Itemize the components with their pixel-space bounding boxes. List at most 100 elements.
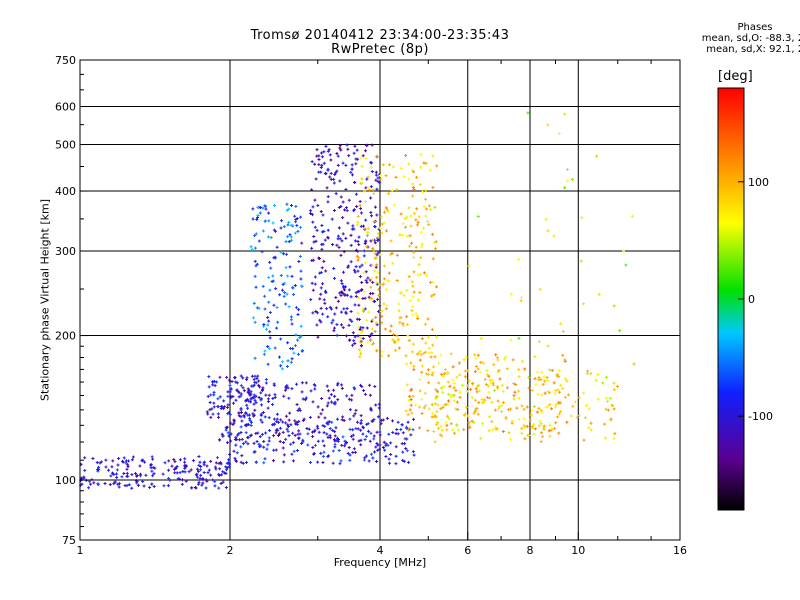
data-point	[613, 432, 617, 436]
data-point	[385, 416, 389, 420]
data-point	[239, 394, 243, 398]
data-point	[252, 301, 256, 305]
data-point	[213, 480, 217, 484]
data-point	[264, 205, 268, 209]
data-point	[548, 403, 552, 407]
data-point	[417, 263, 421, 267]
data-point	[440, 373, 444, 377]
data-point	[365, 233, 369, 237]
data-point	[554, 402, 558, 406]
data-point	[264, 381, 268, 385]
data-point	[466, 369, 470, 373]
data-point	[331, 243, 335, 247]
data-point	[406, 413, 410, 417]
data-point	[228, 383, 232, 387]
data-point	[388, 163, 392, 167]
data-point	[239, 374, 243, 378]
data-point	[536, 392, 540, 396]
data-point	[410, 313, 414, 317]
data-point	[554, 421, 558, 425]
data-point	[240, 437, 244, 441]
data-point	[397, 302, 401, 306]
data-point	[492, 363, 496, 367]
data-point	[252, 393, 256, 397]
data-point	[380, 314, 384, 318]
data-point	[387, 457, 391, 461]
data-point	[434, 240, 438, 244]
data-point	[284, 414, 288, 418]
data-point	[297, 419, 301, 423]
data-point	[608, 396, 612, 400]
data-point	[334, 192, 338, 196]
data-point	[345, 307, 349, 311]
data-point	[328, 427, 332, 431]
data-point	[409, 403, 413, 407]
data-point	[430, 328, 434, 332]
data-point	[351, 331, 355, 335]
data-point	[548, 423, 552, 427]
data-point	[570, 178, 574, 182]
data-point	[344, 334, 348, 338]
data-point	[353, 239, 357, 243]
data-point	[280, 367, 284, 371]
data-point	[326, 315, 330, 319]
data-point	[286, 386, 290, 390]
data-point	[542, 424, 546, 428]
data-point	[563, 358, 567, 362]
data-point	[440, 428, 444, 432]
data-point	[612, 436, 616, 440]
data-point	[245, 403, 249, 407]
data-point	[346, 147, 350, 151]
data-point	[376, 251, 380, 255]
data-point	[334, 306, 338, 310]
data-point	[83, 468, 87, 472]
data-point	[399, 212, 403, 216]
data-point	[441, 374, 445, 378]
data-point	[391, 431, 395, 435]
data-point	[320, 230, 324, 234]
data-point	[241, 376, 245, 380]
colorbar-unit: [deg]	[718, 69, 753, 84]
data-point	[127, 483, 131, 487]
data-point	[333, 445, 337, 449]
data-point	[408, 426, 412, 430]
data-point	[398, 290, 402, 294]
data-point	[364, 434, 368, 438]
data-point	[83, 456, 87, 460]
data-point	[556, 388, 560, 392]
y-tick-label: 200	[55, 330, 76, 343]
data-point	[387, 354, 391, 358]
data-point	[281, 430, 285, 434]
data-point	[252, 402, 256, 406]
data-point	[446, 380, 450, 384]
data-point	[289, 223, 293, 227]
data-point	[404, 354, 408, 358]
data-point	[218, 375, 222, 379]
data-point	[357, 318, 361, 322]
data-point	[327, 148, 331, 152]
data-point	[372, 417, 376, 421]
data-point	[416, 352, 420, 356]
data-point	[349, 233, 353, 237]
data-point	[263, 307, 267, 311]
data-point	[412, 270, 416, 274]
data-point	[348, 408, 352, 412]
data-point	[379, 422, 383, 426]
data-point	[308, 415, 312, 419]
data-point	[117, 485, 121, 489]
data-point	[477, 389, 481, 393]
data-point	[361, 426, 365, 430]
data-point	[345, 143, 349, 147]
data-point	[418, 291, 422, 295]
data-point	[360, 280, 364, 284]
data-point	[336, 417, 340, 421]
data-point	[369, 160, 373, 164]
data-point	[373, 385, 377, 389]
data-point	[311, 205, 315, 209]
data-point	[463, 369, 467, 373]
data-point	[262, 440, 266, 444]
data-point	[355, 204, 359, 208]
data-point	[369, 196, 373, 200]
data-point	[322, 298, 326, 302]
data-point	[208, 408, 212, 412]
